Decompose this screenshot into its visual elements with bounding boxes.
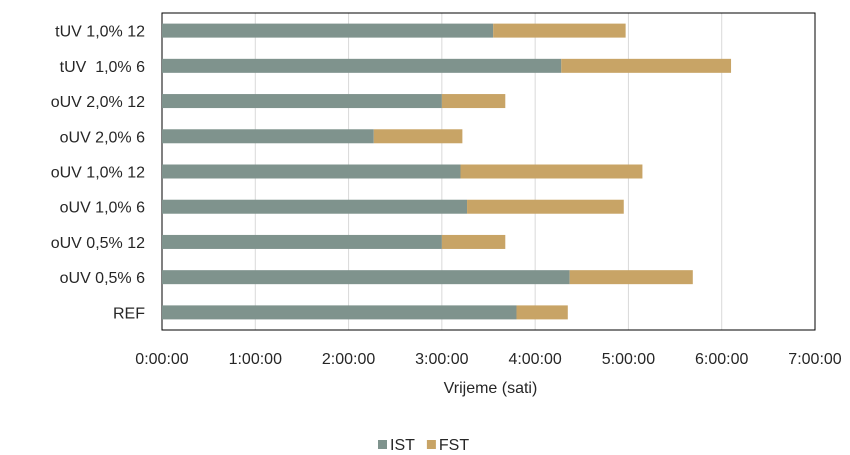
x-tick-label: 1:00:00 <box>229 351 282 368</box>
bar-fst-7 <box>569 270 693 285</box>
y-category-label: REF <box>113 305 145 322</box>
bar-fst-2 <box>441 94 506 109</box>
x-axis-title: Vrijeme (sati) <box>444 380 538 397</box>
bar-series <box>162 23 732 320</box>
bar-ist-6 <box>162 234 442 249</box>
x-tick-label: 7:00:00 <box>788 351 841 368</box>
legend-label: FST <box>439 437 469 454</box>
x-tick-label: 6:00:00 <box>695 351 748 368</box>
bar-fst-6 <box>441 234 506 249</box>
y-category-label: oUV 1,0% 6 <box>60 200 145 217</box>
y-category-label: tUV 1,0% 6 <box>60 59 145 76</box>
legend-item-ist: IST <box>378 437 415 454</box>
bar-fst-8 <box>516 305 568 320</box>
y-category-label: oUV 1,0% 12 <box>51 165 145 182</box>
y-category-label: oUV 2,0% 6 <box>60 129 145 146</box>
legend-swatch <box>426 440 436 449</box>
bar-fst-0 <box>493 23 626 38</box>
y-category-label: tUV 1,0% 12 <box>55 24 145 41</box>
y-category-label: oUV 0,5% 12 <box>51 235 145 252</box>
bar-ist-8 <box>162 305 517 320</box>
legend-item-fst: FST <box>426 437 469 454</box>
bar-ist-2 <box>162 94 442 109</box>
bar-fst-3 <box>373 129 463 144</box>
x-tick-label: 4:00:00 <box>508 351 561 368</box>
x-axis-tick-labels: 0:00:00 1:00:00 2:00:00 3:00:00 4:00:00 5:00:… <box>135 351 841 368</box>
y-axis-category-labels: tUV 1,0% 12 tUV 1,0% 6 oUV 2,0% 12 oUV 2,0%… <box>51 24 146 323</box>
bar-fst-4 <box>460 164 643 179</box>
legend: IST FST <box>378 437 469 454</box>
x-tick-label: 3:00:00 <box>415 351 468 368</box>
x-tick-label: 0:00:00 <box>135 351 188 368</box>
legend-label: IST <box>390 437 415 454</box>
legend-swatch <box>378 440 387 449</box>
x-tick-label: 5:00:00 <box>602 351 655 368</box>
bar-ist-5 <box>162 199 468 214</box>
bar-ist-7 <box>162 270 570 285</box>
y-category-label: oUV 0,5% 6 <box>60 270 145 287</box>
bar-ist-1 <box>162 58 562 73</box>
bar-ist-4 <box>162 164 461 179</box>
bar-fst-5 <box>467 199 624 214</box>
y-category-label: oUV 2,0% 12 <box>51 94 145 111</box>
x-tick-label: 2:00:00 <box>322 351 375 368</box>
bar-ist-0 <box>162 23 494 38</box>
bar-fst-1 <box>561 58 732 73</box>
bar-ist-3 <box>162 129 374 144</box>
